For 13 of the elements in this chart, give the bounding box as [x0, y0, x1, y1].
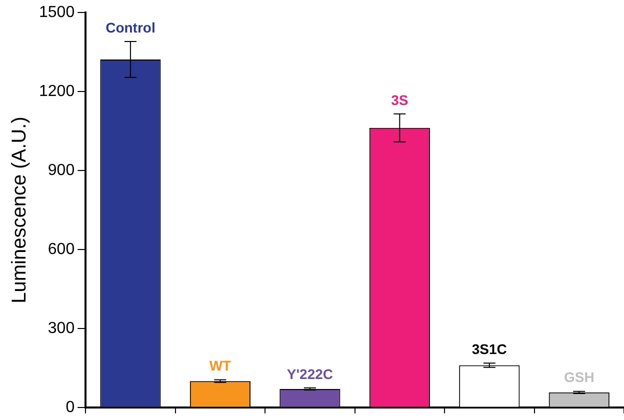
x-tick-label: Y'222C — [286, 366, 333, 382]
y-axis-title: Luminescence (A.U.) — [8, 116, 31, 304]
y-tick-label: 300 — [48, 320, 75, 337]
y-tick-label: 1500 — [39, 4, 75, 22]
y-tick-label: 900 — [48, 162, 75, 179]
y-tick-label: 0 — [66, 398, 75, 416]
y-tick-label: 1200 — [39, 82, 75, 100]
y-tick-label: 600 — [48, 240, 75, 258]
x-tick-label: WT — [209, 358, 232, 374]
x-tick-label: 3S — [391, 92, 408, 108]
x-tick-label: Control — [106, 19, 156, 36]
x-tick-label: GSH — [564, 369, 594, 386]
x-tick-label: 3S1C — [472, 341, 507, 358]
